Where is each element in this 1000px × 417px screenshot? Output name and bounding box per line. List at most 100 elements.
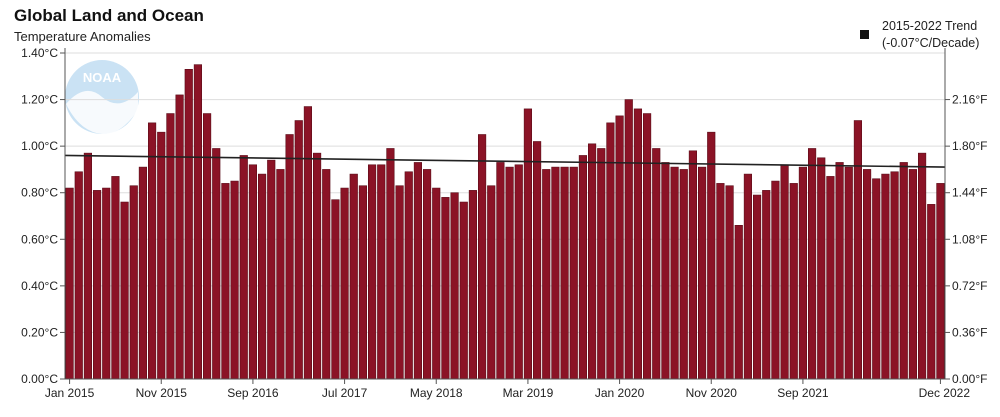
bar xyxy=(523,108,533,380)
bar xyxy=(899,162,908,380)
bar xyxy=(725,185,734,380)
bar xyxy=(468,190,477,380)
bar xyxy=(817,157,826,380)
bar xyxy=(844,166,853,380)
bar xyxy=(551,166,560,380)
bar xyxy=(560,166,569,380)
y-axis-right: 0.00°F 0.36°F 0.72°F 1.08°F 1.44°F 1.80°F 2.16… xyxy=(945,93,987,386)
y-left-tick-label: 0.40°C xyxy=(21,279,58,293)
bar xyxy=(514,164,523,380)
bar xyxy=(138,166,147,380)
bar xyxy=(505,166,514,380)
legend-swatch xyxy=(860,30,869,39)
bar xyxy=(780,164,789,380)
logo-text: NOAA xyxy=(83,70,122,85)
bar xyxy=(248,164,257,380)
chart-title: Global Land and Ocean xyxy=(14,6,204,25)
y-left-tick-label: 0.00°C xyxy=(21,372,58,386)
y-right-tick-label: 1.44°F xyxy=(952,186,987,200)
bar xyxy=(716,183,725,380)
bar xyxy=(762,190,771,380)
bar xyxy=(404,171,413,380)
bar xyxy=(93,190,102,380)
bar xyxy=(496,162,505,380)
bar xyxy=(157,131,166,380)
bar xyxy=(358,185,367,380)
y-left-tick-label: 0.20°C xyxy=(21,325,58,339)
y-left-tick-label: 1.00°C xyxy=(21,139,58,153)
bars xyxy=(65,64,945,380)
bar xyxy=(578,155,588,380)
bar xyxy=(633,108,643,380)
x-tick-label: Dec 2022 xyxy=(919,386,971,400)
bar xyxy=(487,185,496,380)
x-tick-label: May 2018 xyxy=(410,386,463,400)
bar xyxy=(688,150,698,380)
bar xyxy=(615,115,624,380)
bar xyxy=(798,166,808,380)
bar xyxy=(853,120,863,380)
bar xyxy=(679,169,688,380)
bar xyxy=(111,176,120,380)
bar xyxy=(532,141,542,380)
bar xyxy=(422,169,432,380)
bar xyxy=(129,185,138,380)
legend-label-line2: (-0.07°C/Decade) xyxy=(882,36,980,50)
bar xyxy=(789,183,798,380)
bar xyxy=(771,180,780,380)
y-right-tick-label: 0.00°F xyxy=(952,372,987,386)
bar xyxy=(661,162,670,380)
bar xyxy=(239,155,248,380)
bar xyxy=(624,99,633,380)
bar xyxy=(450,192,459,380)
bar xyxy=(936,183,945,380)
bar xyxy=(569,166,578,380)
bar xyxy=(285,134,294,380)
x-tick-label: Jan 2015 xyxy=(45,386,95,400)
bar xyxy=(872,178,881,380)
bar xyxy=(542,169,551,380)
x-tick-label: Nov 2015 xyxy=(136,386,188,400)
bar xyxy=(597,148,606,380)
x-axis: Jan 2015 Nov 2015 Sep 2016 Jul 2017 May 2018… xyxy=(45,379,970,400)
bar xyxy=(606,122,615,380)
bar xyxy=(65,187,74,380)
bar xyxy=(587,143,597,380)
bar xyxy=(367,164,377,380)
chart-subtitle: Temperature Anomalies xyxy=(14,29,151,44)
bar xyxy=(386,148,395,380)
x-tick-label: Mar 2019 xyxy=(503,386,554,400)
bar xyxy=(102,187,111,380)
bar xyxy=(312,152,322,380)
bar xyxy=(148,122,157,380)
y-right-tick-label: 0.36°F xyxy=(952,325,987,339)
bar xyxy=(184,69,193,380)
bar xyxy=(340,187,349,380)
bar xyxy=(230,180,239,380)
trend-line-path xyxy=(64,154,946,168)
bar xyxy=(432,187,441,380)
bar xyxy=(890,171,899,380)
legend-label-line1: 2015-2022 Trend xyxy=(882,19,978,33)
axes xyxy=(64,48,946,380)
bar xyxy=(652,148,661,380)
y-right-tick-label: 2.16°F xyxy=(952,93,987,107)
noaa-logo: NOAA xyxy=(65,60,139,135)
bar xyxy=(193,64,202,380)
bar xyxy=(175,94,184,380)
y-left-tick-label: 0.80°C xyxy=(21,186,58,200)
x-tick-label: Jul 2017 xyxy=(322,386,368,400)
y-right-tick-label: 0.72°F xyxy=(952,279,987,293)
y-left-tick-label: 1.20°C xyxy=(21,93,58,107)
trend-line xyxy=(64,154,946,168)
bar xyxy=(166,113,175,380)
bar xyxy=(459,201,468,380)
bar xyxy=(331,199,340,380)
bar xyxy=(377,164,386,380)
bar xyxy=(349,173,358,380)
bar xyxy=(743,173,753,380)
bar xyxy=(212,148,221,380)
y-left-tick-label: 0.60°C xyxy=(21,232,58,246)
bar xyxy=(221,183,230,380)
